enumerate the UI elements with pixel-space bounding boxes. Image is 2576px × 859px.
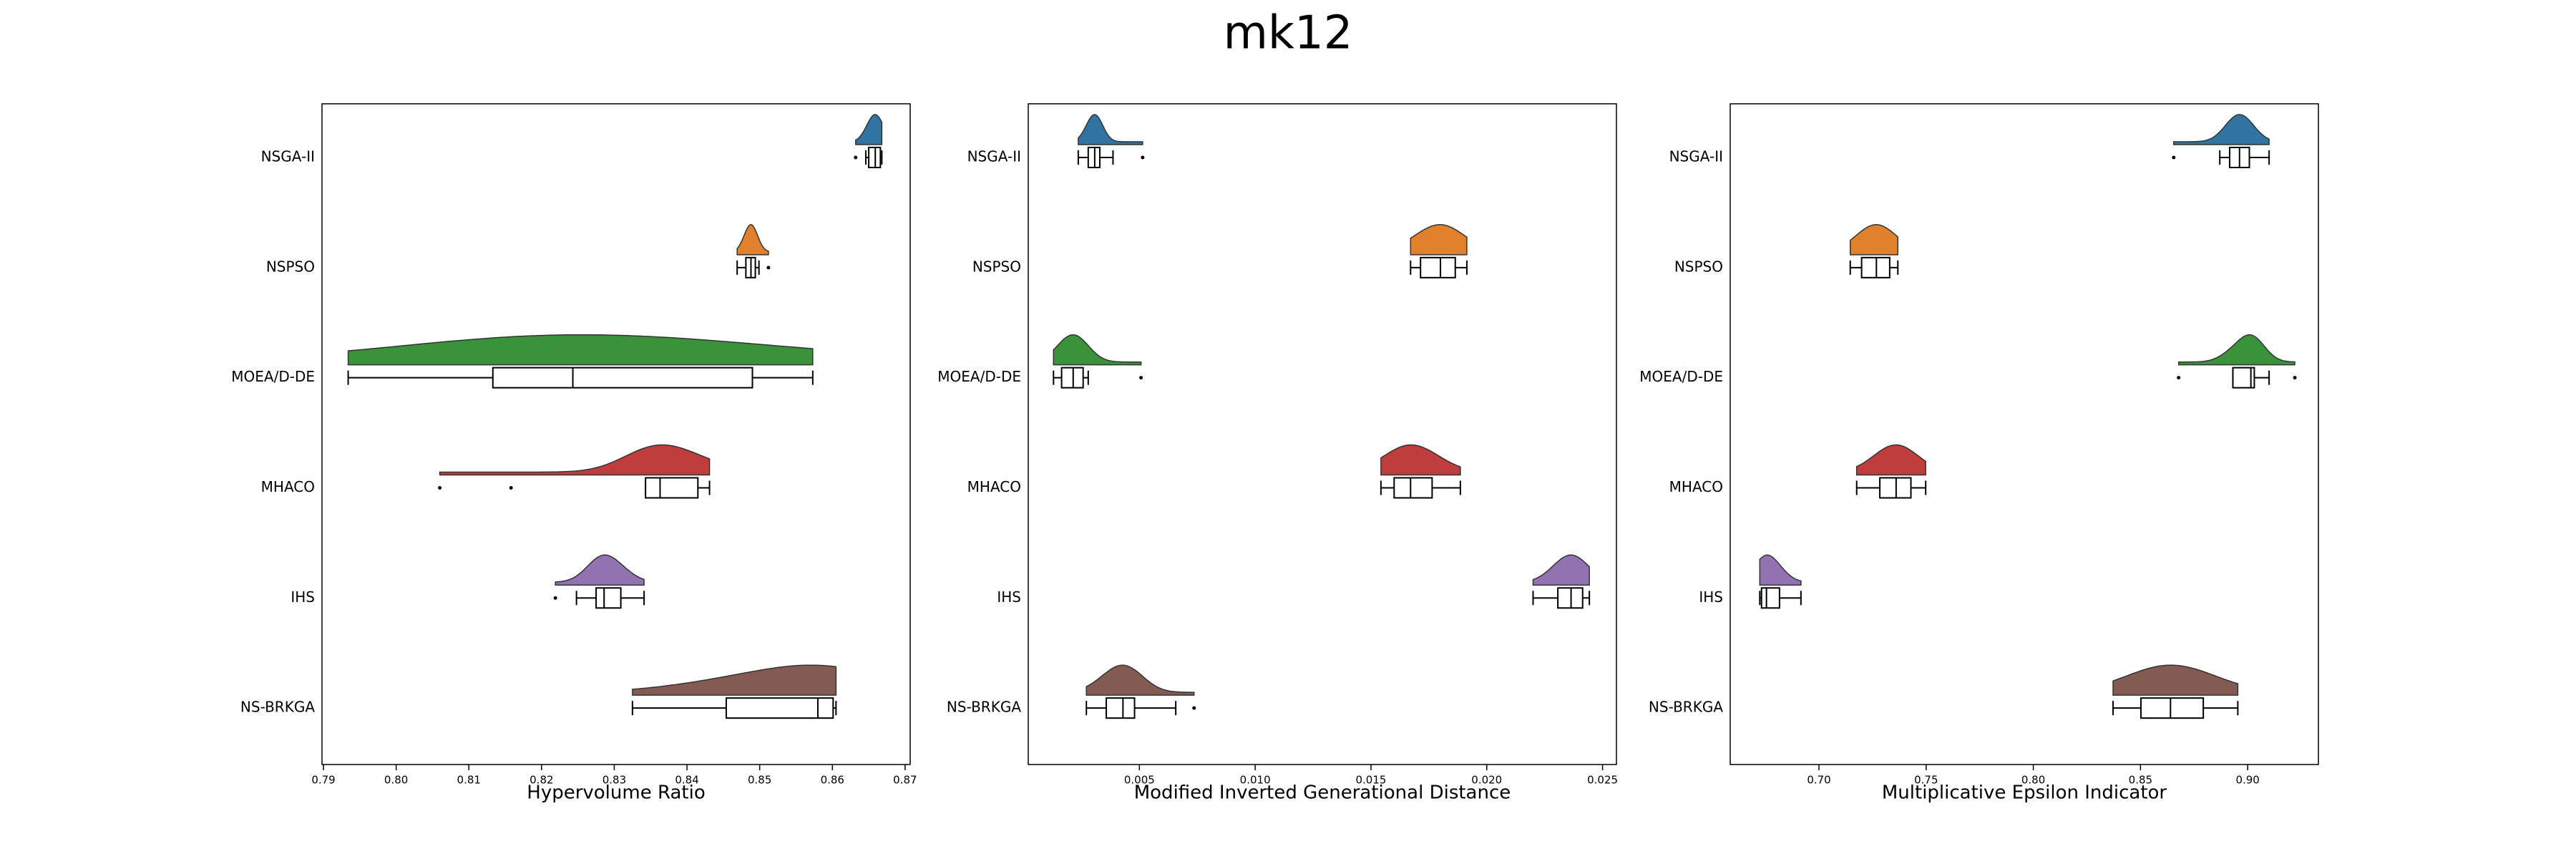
x-tick-label: 0.85 bbox=[2129, 774, 2152, 787]
x-tick-label: 0.025 bbox=[1587, 774, 1618, 787]
violin bbox=[855, 114, 883, 145]
x-tick-label: 0.87 bbox=[893, 774, 917, 787]
outlier bbox=[438, 486, 442, 490]
violin bbox=[1410, 224, 1468, 256]
category-label: IHS bbox=[291, 588, 315, 606]
plot-frame bbox=[1028, 103, 1617, 765]
box bbox=[1393, 477, 1433, 499]
outlier bbox=[2172, 155, 2176, 160]
violin bbox=[1855, 444, 1926, 476]
category-label: MOEA/D-DE bbox=[231, 368, 315, 385]
x-tick-label: 0.75 bbox=[1914, 774, 1938, 787]
category-label: NSPSO bbox=[1674, 258, 1723, 275]
category-label: MOEA/D-DE bbox=[1639, 368, 1723, 385]
plot-frame bbox=[321, 103, 911, 765]
category-label: NSPSO bbox=[266, 258, 315, 275]
category-label: MHACO bbox=[261, 478, 315, 495]
category-label: IHS bbox=[1699, 588, 1723, 606]
box bbox=[1760, 587, 1780, 609]
box bbox=[595, 587, 622, 609]
x-tick-label: 0.90 bbox=[2235, 774, 2259, 787]
outlier bbox=[854, 155, 858, 160]
box bbox=[492, 367, 753, 389]
box bbox=[2140, 697, 2205, 719]
x-tick-label: 0.86 bbox=[821, 774, 844, 787]
box bbox=[1060, 367, 1084, 389]
outlier bbox=[766, 266, 771, 270]
outlier bbox=[2293, 376, 2297, 380]
category-label: NS-BRKGA bbox=[1649, 699, 1723, 716]
violin bbox=[555, 554, 645, 586]
category-label: NSGA-II bbox=[967, 148, 1021, 165]
box bbox=[1106, 697, 1136, 719]
violin bbox=[736, 224, 769, 256]
category-label: MHACO bbox=[967, 478, 1021, 495]
outlier bbox=[2177, 376, 2181, 380]
violin bbox=[632, 664, 837, 696]
violin bbox=[1053, 334, 1142, 366]
outlier bbox=[1141, 155, 1145, 160]
outlier bbox=[509, 486, 513, 490]
x-axis-label: Multiplicative Epsilon Indicator bbox=[1882, 782, 2167, 804]
category-label: NS-BRKGA bbox=[240, 699, 315, 716]
outlier bbox=[1139, 376, 1143, 380]
box bbox=[1860, 256, 1890, 278]
box bbox=[725, 697, 834, 719]
violin bbox=[1078, 114, 1143, 145]
violin bbox=[1532, 554, 1590, 586]
x-tick-label: 0.79 bbox=[311, 774, 335, 787]
x-axis-label: Hypervolume Ratio bbox=[527, 782, 705, 804]
box bbox=[1420, 256, 1456, 278]
violin bbox=[2173, 114, 2270, 145]
category-label: MOEA/D-DE bbox=[937, 368, 1021, 385]
x-tick-label: 0.015 bbox=[1355, 774, 1386, 787]
box bbox=[1879, 477, 1912, 499]
x-tick-label: 0.020 bbox=[1471, 774, 1502, 787]
violin bbox=[1085, 664, 1195, 696]
violin bbox=[2112, 664, 2239, 696]
violin bbox=[347, 334, 814, 366]
x-tick-label: 0.010 bbox=[1240, 774, 1271, 787]
x-tick-label: 0.84 bbox=[675, 774, 698, 787]
outlier bbox=[1192, 706, 1196, 710]
violin bbox=[1759, 554, 1802, 586]
category-label: NSGA-II bbox=[1669, 148, 1723, 165]
x-axis-label: Modified Inverted Generational Distance bbox=[1134, 782, 1511, 804]
category-label: NS-BRKGA bbox=[947, 699, 1021, 716]
box bbox=[645, 477, 699, 499]
violin bbox=[439, 444, 711, 476]
category-label: IHS bbox=[997, 588, 1021, 606]
category-label: MHACO bbox=[1669, 478, 1723, 495]
x-tick-label: 0.80 bbox=[2021, 774, 2045, 787]
violin bbox=[1850, 224, 1899, 256]
x-tick-label: 0.85 bbox=[748, 774, 771, 787]
x-tick-label: 0.83 bbox=[602, 774, 626, 787]
plot-frame bbox=[1729, 103, 2319, 765]
violin bbox=[1380, 444, 1461, 476]
box bbox=[1557, 587, 1584, 609]
category-label: NSGA-II bbox=[261, 148, 315, 165]
x-tick-label: 0.70 bbox=[1807, 774, 1830, 787]
x-tick-label: 0.82 bbox=[530, 774, 553, 787]
figure-title: mk12 bbox=[1224, 7, 1353, 60]
x-tick-label: 0.81 bbox=[457, 774, 481, 787]
x-tick-label: 0.005 bbox=[1124, 774, 1155, 787]
box bbox=[868, 147, 882, 168]
violin bbox=[2177, 334, 2296, 366]
x-tick-label: 0.80 bbox=[384, 774, 408, 787]
outlier bbox=[553, 596, 557, 600]
category-label: NSPSO bbox=[972, 258, 1021, 275]
